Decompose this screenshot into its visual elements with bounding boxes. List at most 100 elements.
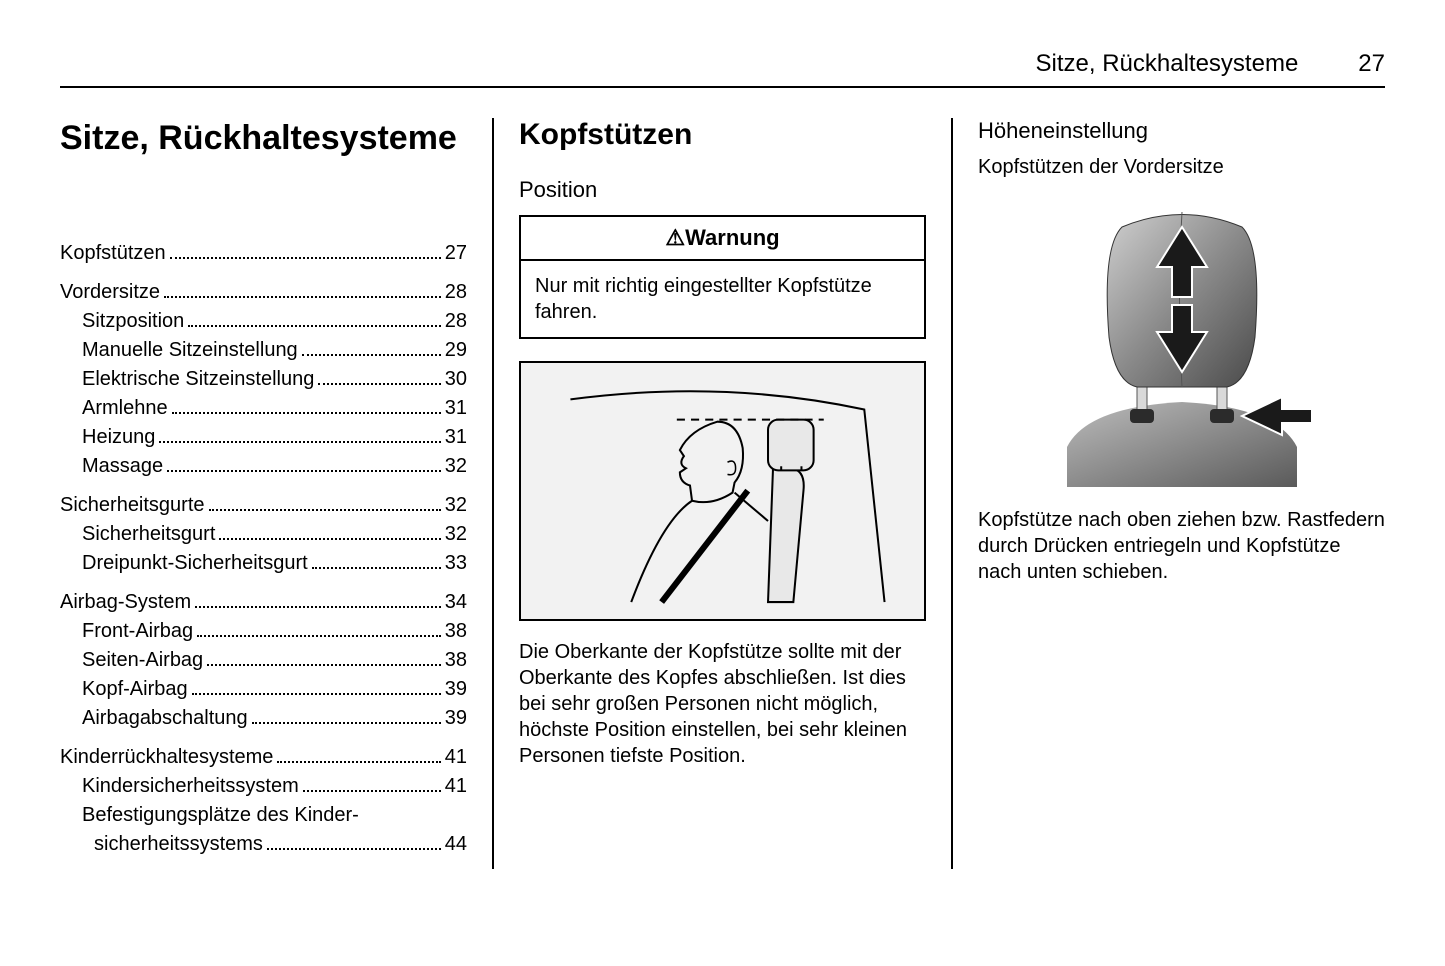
illustration-headrest-adjust bbox=[1027, 197, 1337, 487]
toc-label: Armlehne bbox=[82, 394, 168, 423]
toc-leader bbox=[267, 848, 441, 850]
toc-leader bbox=[303, 790, 441, 792]
toc: Kopfstützen 27 Vordersitze 28 Sitzposition 28… bbox=[60, 239, 467, 859]
toc-label: Front-Airbag bbox=[82, 617, 193, 646]
warning-triangle-icon: ⚠ bbox=[665, 225, 685, 250]
toc-label: sicherheitssystems bbox=[94, 830, 263, 859]
page-header: Sitze, Rückhaltesysteme 27 bbox=[60, 50, 1385, 88]
toc-label: Sitzposition bbox=[82, 307, 184, 336]
toc-entry: Seiten-Airbag 38 bbox=[60, 646, 467, 675]
toc-label: Sicherheitsgurte bbox=[60, 491, 205, 520]
toc-entry: Massage 32 bbox=[60, 452, 467, 481]
toc-page: 41 bbox=[445, 772, 467, 801]
toc-label: Sicherheitsgurt bbox=[82, 520, 215, 549]
toc-page: 38 bbox=[445, 617, 467, 646]
toc-page: 34 bbox=[445, 588, 467, 617]
toc-leader bbox=[312, 567, 441, 569]
toc-entry: Armlehne 31 bbox=[60, 394, 467, 423]
toc-page: 39 bbox=[445, 704, 467, 733]
toc-entry: Sicherheitsgurt 32 bbox=[60, 520, 467, 549]
toc-entry: Manuelle Sitzeinstellung 29 bbox=[60, 336, 467, 365]
toc-label: Seiten-Airbag bbox=[82, 646, 203, 675]
toc-label: Manuelle Sitzeinstellung bbox=[82, 336, 298, 365]
toc-page: 30 bbox=[445, 365, 467, 394]
toc-page: 38 bbox=[445, 646, 467, 675]
header-title: Sitze, Rückhaltesysteme bbox=[1036, 50, 1299, 78]
toc-page: 27 bbox=[445, 239, 467, 268]
toc-label: Vordersitze bbox=[60, 278, 160, 307]
toc-entry: Front-Airbag 38 bbox=[60, 617, 467, 646]
toc-entry: Heizung 31 bbox=[60, 423, 467, 452]
toc-entry: Elektrische Sitzeinstellung 30 bbox=[60, 365, 467, 394]
warning-title: Warnung bbox=[685, 225, 780, 250]
toc-leader bbox=[252, 722, 441, 724]
toc-entry: Dreipunkt-Sicherheitsgurt 33 bbox=[60, 549, 467, 578]
warning-header: ⚠Warnung bbox=[521, 217, 924, 261]
toc-leader bbox=[209, 509, 441, 511]
toc-page: 32 bbox=[445, 520, 467, 549]
toc-page: 32 bbox=[445, 491, 467, 520]
toc-entry: sicherheitssystems 44 bbox=[60, 830, 467, 859]
toc-page: 39 bbox=[445, 675, 467, 704]
toc-leader bbox=[192, 693, 441, 695]
toc-leader bbox=[207, 664, 441, 666]
body-text-position: Die Oberkante der Kopfstütze sollte mit … bbox=[519, 639, 926, 769]
warning-box: ⚠Warnung Nur mit richtig eingestellter K… bbox=[519, 215, 926, 339]
toc-leader bbox=[188, 325, 440, 327]
toc-entry: Kinderrückhaltesysteme 41 bbox=[60, 743, 467, 772]
toc-entry: Befestigungsplätze des Kinder- bbox=[60, 801, 467, 830]
subsection-position: Position bbox=[519, 177, 926, 203]
toc-label: Befestigungsplätze des Kinder- bbox=[82, 801, 359, 830]
toc-entry: Sitzposition 28 bbox=[60, 307, 467, 336]
toc-page: 31 bbox=[445, 394, 467, 423]
toc-page: 41 bbox=[445, 743, 467, 772]
toc-leader bbox=[195, 606, 441, 608]
subsection-hoehe: Höheneinstellung bbox=[978, 118, 1385, 144]
toc-leader bbox=[164, 296, 441, 298]
toc-page: 29 bbox=[445, 336, 467, 365]
header-page-number: 27 bbox=[1358, 50, 1385, 78]
toc-page: 32 bbox=[445, 452, 467, 481]
toc-leader bbox=[172, 412, 441, 414]
toc-leader bbox=[170, 257, 441, 259]
column-kopfstuetzen: Kopfstützen Position ⚠Warnung Nur mit ri… bbox=[494, 118, 953, 869]
toc-leader bbox=[219, 538, 440, 540]
toc-leader bbox=[159, 441, 440, 443]
toc-label: Airbagabschaltung bbox=[82, 704, 248, 733]
toc-entry: Vordersitze 28 bbox=[60, 278, 467, 307]
toc-entry: Kopfstützen 27 bbox=[60, 239, 467, 268]
toc-leader bbox=[318, 383, 440, 385]
section-title-kopfstuetzen: Kopfstützen bbox=[519, 118, 926, 152]
toc-leader bbox=[197, 635, 441, 637]
illustration-head-position bbox=[519, 361, 926, 621]
toc-leader bbox=[167, 470, 441, 472]
toc-label: Elektrische Sitzeinstellung bbox=[82, 365, 314, 394]
toc-label: Massage bbox=[82, 452, 163, 481]
toc-page: 28 bbox=[445, 307, 467, 336]
toc-entry: Airbagabschaltung 39 bbox=[60, 704, 467, 733]
page-columns: Sitze, Rückhaltesysteme Kopfstützen 27 Vor… bbox=[60, 118, 1385, 869]
toc-label: Kopfstützen bbox=[60, 239, 166, 268]
toc-label: Airbag-System bbox=[60, 588, 191, 617]
toc-entry: Airbag-System 34 bbox=[60, 588, 467, 617]
toc-label: Heizung bbox=[82, 423, 155, 452]
sub-sub-vordersitze: Kopfstützen der Vordersitze bbox=[978, 156, 1385, 179]
toc-label: Kopf-Airbag bbox=[82, 675, 188, 704]
chapter-title: Sitze, Rückhaltesysteme bbox=[60, 118, 467, 159]
toc-page: 28 bbox=[445, 278, 467, 307]
toc-page: 33 bbox=[445, 549, 467, 578]
toc-label: Kindersicherheitssystem bbox=[82, 772, 299, 801]
warning-body: Nur mit richtig eingestellter Kopf­stütz… bbox=[521, 261, 924, 337]
toc-entry: Sicherheitsgurte 32 bbox=[60, 491, 467, 520]
toc-label: Kinderrückhaltesysteme bbox=[60, 743, 273, 772]
column-toc: Sitze, Rückhaltesysteme Kopfstützen 27 Vor… bbox=[60, 118, 494, 869]
column-hoeheneinstellung: Höheneinstellung Kopfstützen der Vorders… bbox=[953, 118, 1385, 869]
toc-entry: Kopf-Airbag 39 bbox=[60, 675, 467, 704]
toc-leader bbox=[302, 354, 441, 356]
toc-label: Dreipunkt-Sicherheitsgurt bbox=[82, 549, 308, 578]
toc-page: 44 bbox=[445, 830, 467, 859]
toc-entry: Kindersicherheitssystem 41 bbox=[60, 772, 467, 801]
body-text-hoehe: Kopfstütze nach oben ziehen bzw. Rastfed… bbox=[978, 507, 1385, 585]
toc-leader bbox=[277, 761, 440, 763]
toc-page: 31 bbox=[445, 423, 467, 452]
